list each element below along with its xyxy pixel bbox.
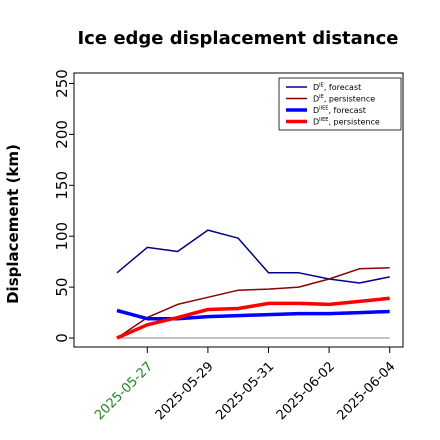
y-tick-label: 200 [53, 120, 71, 149]
y-tick-label: 250 [53, 69, 71, 98]
y-tick-label: 100 [53, 222, 71, 251]
legend-entry: DIE, forecast [313, 83, 361, 93]
legend-entry: DIIEE, forecast [313, 106, 366, 116]
legend-entry: DIE, persistence [313, 94, 375, 104]
legend-entry: DIIEE, persistence [313, 117, 380, 127]
y-tick-label: 50 [53, 278, 71, 297]
y-tick-label: 0 [53, 333, 71, 343]
x-tick-label: 2025-05-31 [213, 359, 277, 423]
series-line [116, 229, 390, 284]
y-axis: 0 50 100 150 200 250 [53, 69, 74, 343]
series-line [116, 296, 390, 340]
series-line [116, 308, 390, 321]
x-tick-label: 2025-06-04 [334, 359, 398, 423]
y-axis-label: Displacement (km) [4, 144, 22, 304]
plot-area [73, 72, 404, 348]
x-axis: 2025-05-272025-05-292025-05-312025-06-02… [92, 347, 399, 423]
chart-title: Ice edge displacement distance [77, 28, 398, 49]
x-tick-label: 2025-05-29 [153, 359, 217, 423]
x-tick-label: 2025-05-27 [92, 359, 156, 423]
x-tick-label: 2025-06-02 [274, 359, 338, 423]
series-line [116, 267, 390, 339]
series-layer [116, 229, 390, 340]
y-tick-label: 150 [53, 171, 71, 200]
